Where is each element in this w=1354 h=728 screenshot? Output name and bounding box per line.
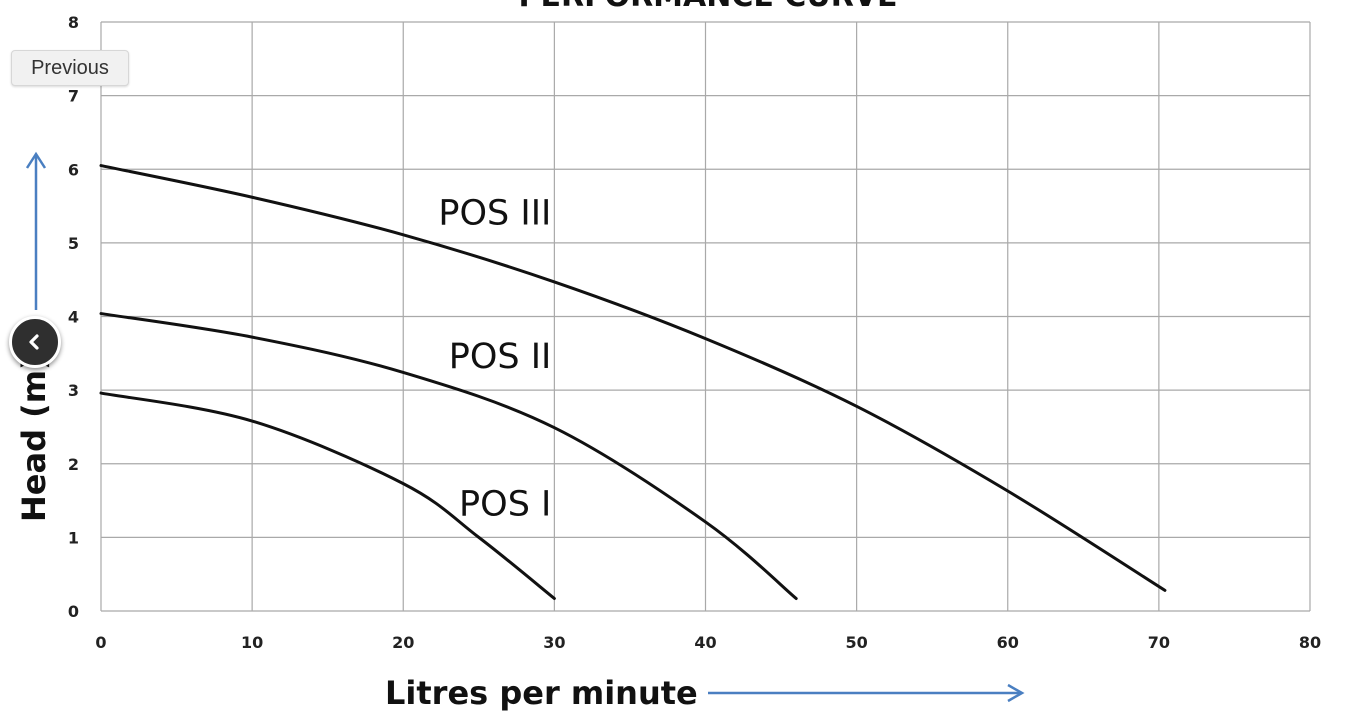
- previous-button[interactable]: Previous: [11, 50, 129, 86]
- y-axis-arrow-icon: [25, 151, 47, 310]
- y-tick-label: 4: [68, 308, 79, 327]
- y-tick-label: 0: [68, 602, 79, 621]
- y-tick-label: 2: [68, 455, 79, 474]
- x-tick-label: 80: [1299, 633, 1321, 652]
- y-tick-label: 5: [68, 234, 79, 253]
- x-axis-arrow-icon: [708, 683, 1025, 703]
- x-tick-label: 10: [241, 633, 263, 652]
- y-tick-label: 1: [68, 528, 79, 547]
- y-tick-label: 6: [68, 160, 79, 179]
- grid: [100, 21, 1311, 612]
- series-label-pos-i: POS I: [459, 484, 551, 524]
- x-tick-label: 30: [543, 633, 565, 652]
- x-tick-label: 70: [1148, 633, 1170, 652]
- series-label-pos-iii: POS III: [438, 193, 551, 233]
- x-tick-label: 60: [997, 633, 1019, 652]
- series-label-pos-ii: POS II: [449, 337, 552, 377]
- y-tick-label: 7: [68, 87, 79, 106]
- x-tick-label: 20: [392, 633, 414, 652]
- chevron-left-icon: [29, 334, 39, 350]
- x-tick-label: 50: [845, 633, 867, 652]
- y-axis-label: Head (m): [15, 355, 53, 522]
- tick-labels: 0 10 20 30 40 50 60 70 80 0 1 2 3 4 5 6 7 8: [68, 13, 1321, 652]
- chart-title: PERFORMANCE CURVE: [519, 0, 898, 14]
- x-tick-label: 40: [694, 633, 716, 652]
- y-tick-label: 3: [68, 381, 79, 400]
- y-tick-label: 8: [68, 13, 79, 32]
- x-axis-label: Litres per minute: [385, 674, 698, 712]
- x-tick-label: 0: [95, 633, 106, 652]
- series-line-pos-iii: [99, 164, 1167, 592]
- series-line-pos-i: [99, 391, 556, 600]
- series-labels: POS III POS II POS I: [438, 193, 551, 524]
- back-nav-button[interactable]: [9, 316, 61, 368]
- series-lines: [99, 164, 1167, 600]
- series-line-pos-ii: [99, 312, 798, 600]
